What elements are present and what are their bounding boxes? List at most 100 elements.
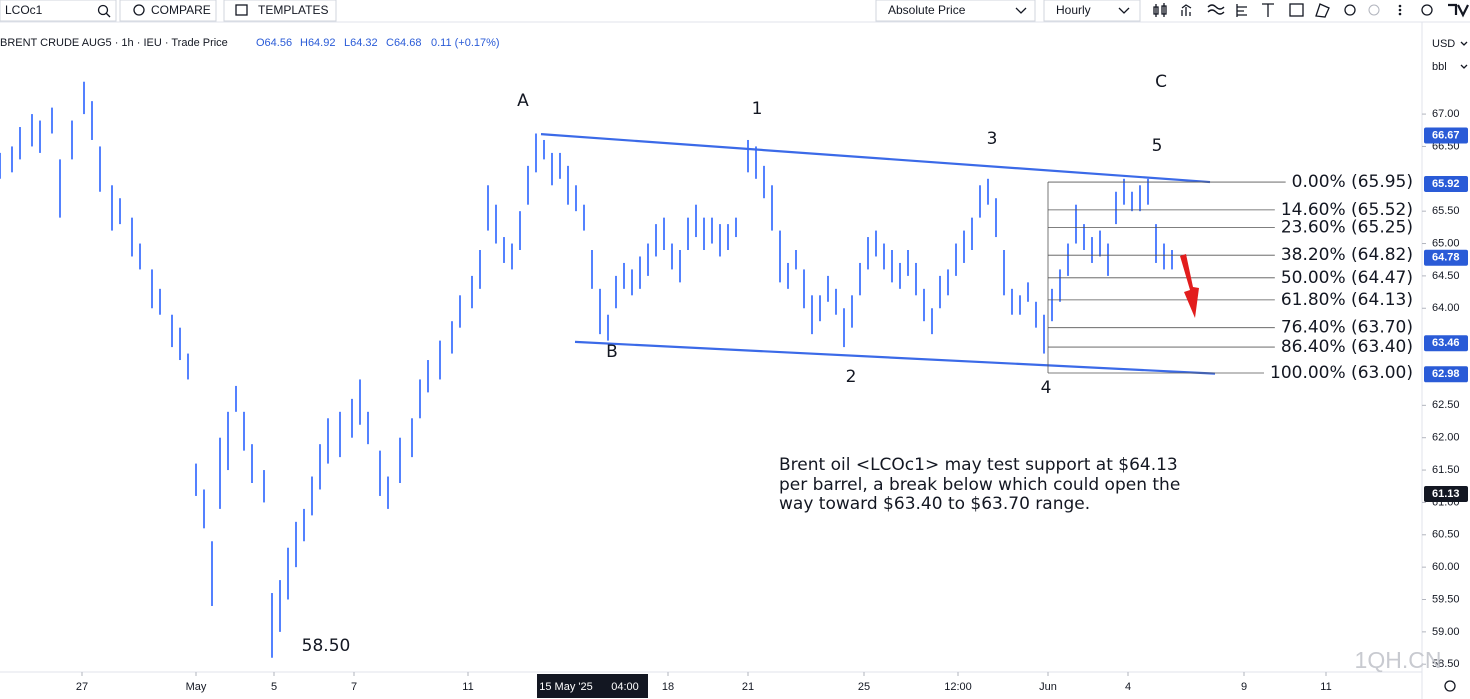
x-tick-label: 27 [76,681,88,693]
x-tick-label: 4 [1125,681,1131,693]
compare-icon [133,4,145,16]
text-icon[interactable] [1262,3,1274,17]
wave-label: B [606,342,618,362]
fib-label: 38.20% (64.82) [1281,245,1413,265]
fib-label: 23.60% (65.25) [1281,217,1413,237]
axis-settings-icon[interactable] [1444,680,1456,692]
y-tick-label: 60.00 [1432,561,1460,573]
price-mode: Absolute Price [888,3,966,17]
crosshair-label-box [537,674,648,698]
y-tick-label: 67.00 [1432,108,1460,120]
settings-icon[interactable] [1421,4,1433,16]
open-value: O64.56 [256,37,292,49]
y-tick-label: 65.00 [1432,237,1460,249]
templates-label: TEMPLATES [258,3,328,17]
y-tick-label: 62.00 [1432,432,1460,444]
wave-icon[interactable] [1207,4,1225,15]
fib-label: 14.60% (65.52) [1281,200,1413,220]
x-tick-label: May [186,681,207,693]
zoom-in-icon[interactable] [1344,4,1356,16]
wave-label: 5 [1152,136,1163,156]
price-marker-label: 62.98 [1432,368,1460,380]
y-tick-label: 60.50 [1432,529,1460,541]
high-value: H64.92 [300,37,335,49]
search-icon [105,12,111,18]
menu-icon[interactable] [1398,12,1402,16]
currency[interactable]: USD [1432,38,1455,50]
compare-button[interactable] [119,0,217,22]
chart-title: BRENT CRUDE AUG5 · 1h · IEU · Trade Pric… [0,37,228,49]
wave-label: C [1155,72,1167,92]
annotation-line: per barrel, a break below which could op… [779,475,1180,495]
low-value: L64.32 [344,37,378,49]
wave-label: 2 [846,367,857,387]
down-arrow [1180,254,1199,318]
crosshair-time: 04:00 [611,681,639,693]
price-marker-label: 66.67 [1432,129,1460,141]
x-tick-label: 5 [271,681,277,693]
fib-label: 100.00% (63.00) [1270,363,1413,383]
price-mode-dropdown[interactable] [875,0,1036,22]
dropdown-arrow [1118,7,1130,14]
logo [1448,3,1469,18]
compare-label: COMPARE [151,3,211,17]
annotation-line: Brent oil <LCOc1> may test support at $6… [779,455,1178,475]
price-marker-label: 64.78 [1432,252,1460,264]
x-tick-label: 12:00 [944,681,972,693]
x-tick-label: 7 [351,681,357,693]
price-marker [1424,127,1468,144]
price-marker [1424,486,1468,503]
fib-label: 86.40% (63.40) [1281,337,1413,357]
price-marker [1424,175,1468,192]
interval: Hourly [1056,3,1091,17]
trend-line [540,133,1211,184]
menu-icon[interactable] [1398,4,1402,8]
rect-icon[interactable] [1289,3,1304,17]
close-value: C64.68 [386,37,421,49]
wave-label: 3 [987,129,998,149]
y-tick-label: 59.50 [1432,593,1460,605]
interval-dropdown[interactable] [1043,0,1141,22]
price-marker-label: 63.46 [1432,337,1460,349]
x-tick-label: 11 [462,681,473,693]
fib-icon[interactable] [1236,4,1247,17]
wave-label: 1 [752,99,763,119]
x-tick-label: 18 [662,681,674,693]
y-tick-label: 65.50 [1432,205,1460,217]
price-marker [1424,366,1468,383]
dropdown-arrow [1460,41,1468,46]
symbol-search[interactable] [0,0,117,22]
change-value: 0.11 (+0.17%) [431,37,500,49]
y-tick-label: 64.00 [1432,302,1460,314]
low-label: 58.50 [302,636,351,656]
fib-label: 76.40% (63.70) [1281,318,1413,338]
price-marker-label: 61.13 [1432,488,1460,500]
y-tick-label: 62.50 [1432,399,1460,411]
price-marker [1424,249,1468,266]
search-icon [97,4,109,16]
symbol: LCOc1 [5,3,43,17]
fib-label: 0.00% (65.95) [1292,172,1413,192]
watermark: 1QH.CN [1355,647,1442,673]
y-tick-label: 61.50 [1432,464,1460,476]
candles-icon[interactable] [1153,3,1167,17]
templates-icon [235,4,248,16]
x-tick-label: Jun [1039,681,1057,693]
templates-button[interactable] [223,0,337,22]
y-tick-label: 64.50 [1432,270,1460,282]
price-marker-label: 65.92 [1432,178,1460,190]
menu-icon[interactable] [1398,8,1402,12]
x-tick-label: 25 [858,681,870,693]
dropdown-arrow [1460,64,1468,69]
trend-line [574,340,1216,375]
dropdown-arrow [1015,7,1027,14]
unit[interactable]: bbl [1432,61,1447,73]
x-tick-label: 21 [742,681,754,693]
x-tick-label: 9 [1241,681,1247,693]
zoom-out-icon[interactable] [1368,4,1380,16]
shape-icon[interactable] [1315,3,1330,18]
y-tick-label: 59.00 [1432,626,1460,638]
toolbar [0,0,1470,22]
indicator-icon[interactable] [1181,4,1192,16]
